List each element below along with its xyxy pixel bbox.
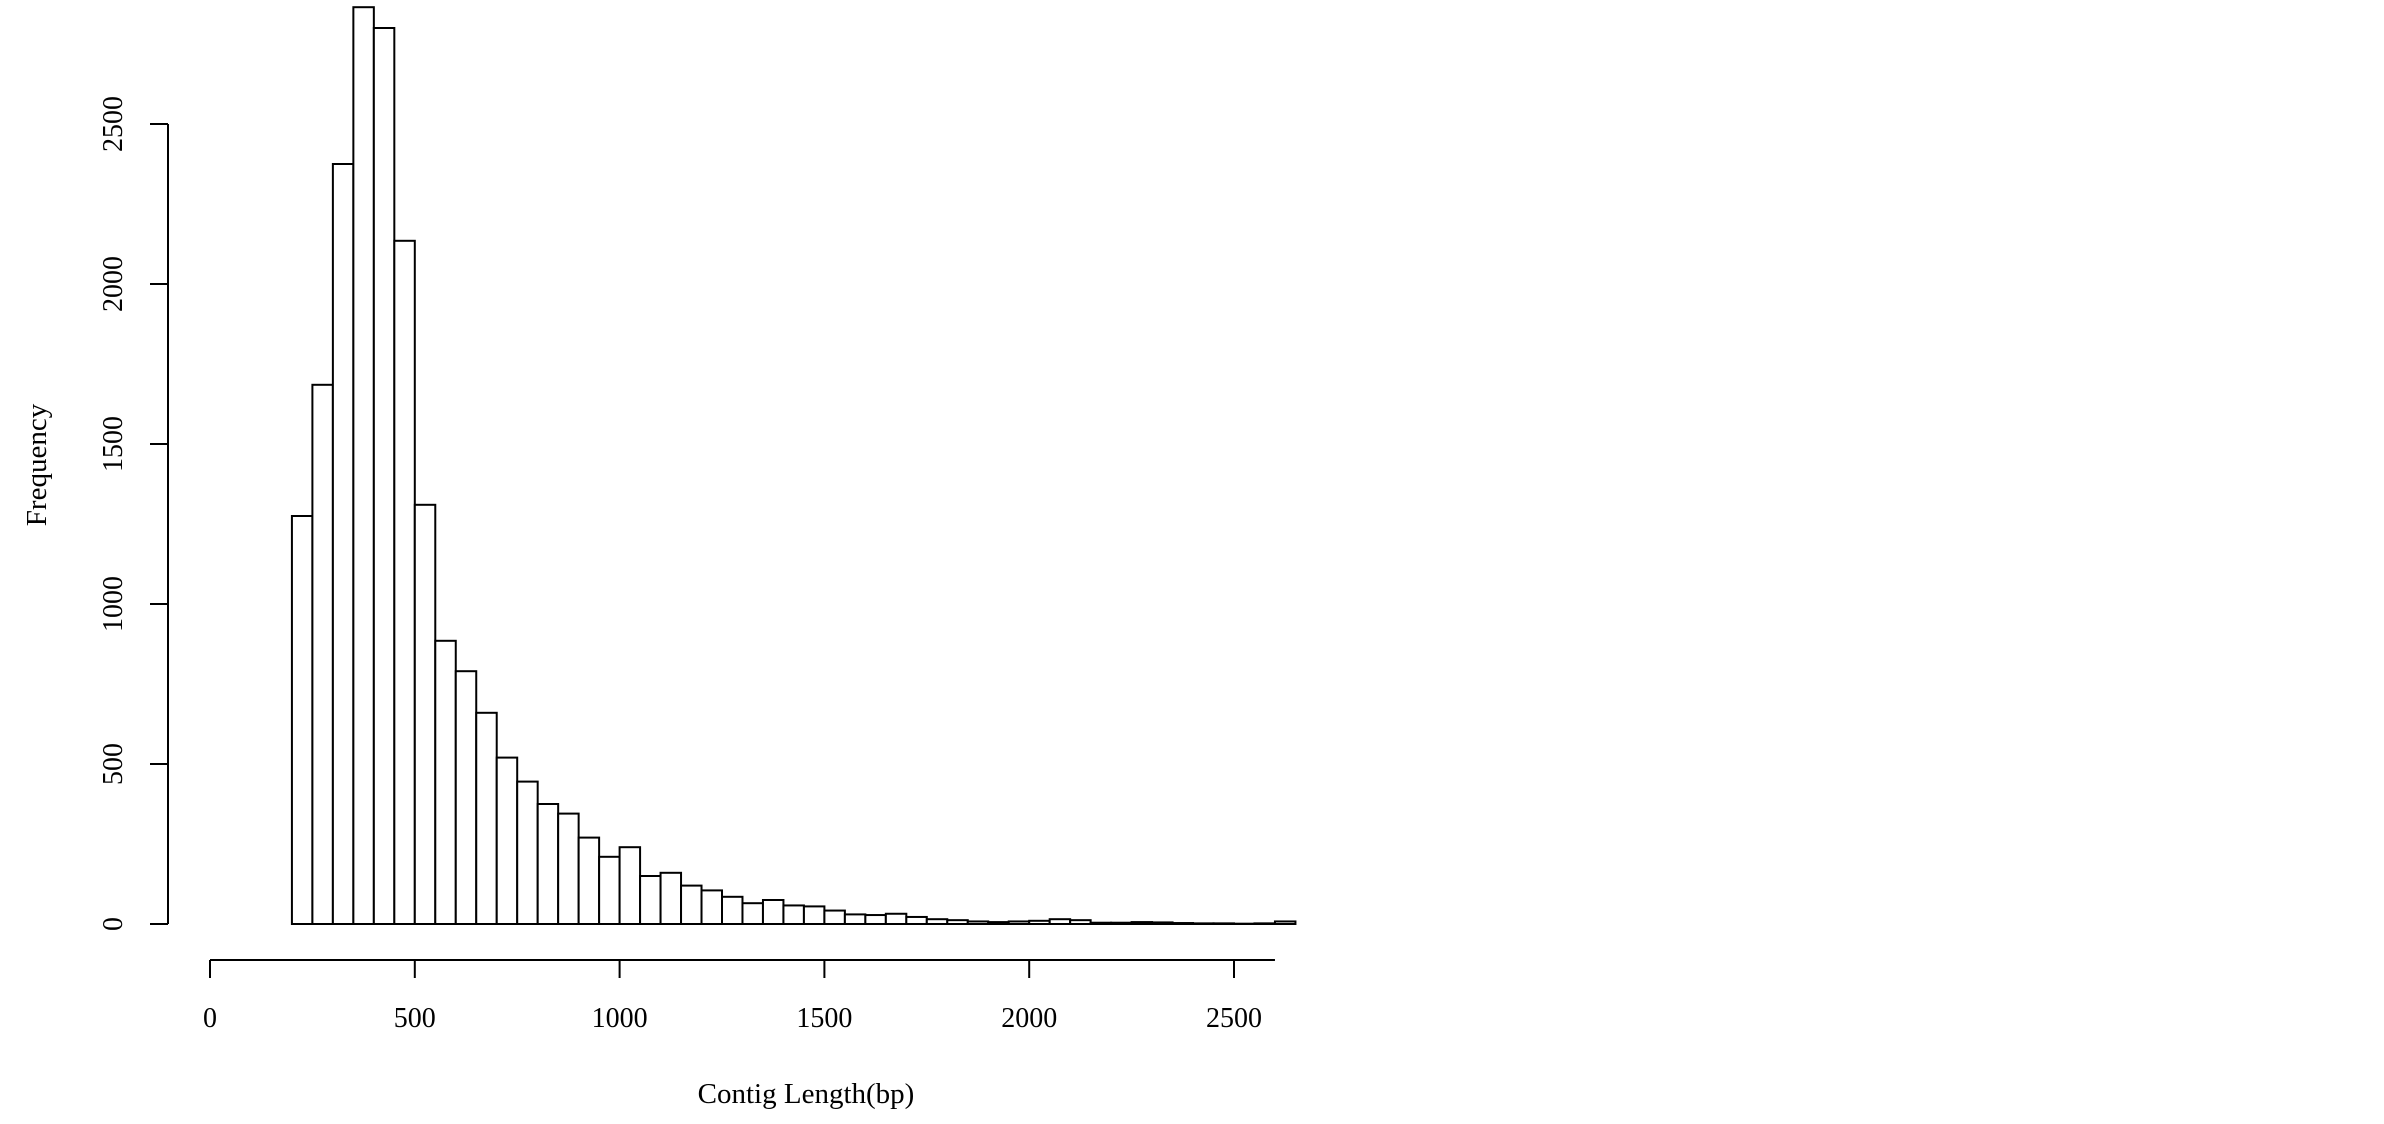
histogram-bar: [579, 838, 599, 924]
histogram-bar: [804, 906, 824, 924]
histogram-bar: [1029, 921, 1049, 924]
x-tick-label: 1500: [796, 1003, 852, 1034]
x-axis: 0 500 1000 1500 2000 2500: [203, 960, 1275, 1034]
histogram-bar: [1009, 921, 1029, 924]
histogram-bar: [435, 641, 455, 924]
histogram-bar: [1275, 921, 1295, 924]
histogram-bar: [865, 915, 885, 924]
histogram-bar: [1214, 923, 1234, 924]
histogram-bar: [783, 905, 803, 924]
y-tick-label: 1000: [98, 576, 129, 632]
histogram-bar: [374, 28, 394, 924]
histogram-bar: [722, 897, 742, 924]
histogram-bar: [558, 814, 578, 924]
y-tick-label: 1500: [98, 416, 129, 472]
histogram-bar: [906, 917, 926, 924]
histogram-bar: [927, 919, 947, 924]
histogram-bar: [681, 886, 701, 924]
histogram-bar: [415, 505, 435, 924]
y-axis: 0 500 1000 1500 2000 2500: [98, 96, 168, 931]
histogram-bar: [1111, 923, 1131, 924]
x-tick-label: 500: [394, 1003, 436, 1034]
histogram-bar: [517, 782, 537, 924]
histogram-bar: [1091, 923, 1111, 924]
histogram-bar: [1132, 922, 1152, 924]
histogram-bar: [292, 516, 312, 924]
y-tick-label: 2500: [98, 96, 129, 152]
x-tick-label: 2500: [1206, 1003, 1262, 1034]
histogram-bar: [312, 385, 332, 924]
histogram-bar: [497, 758, 517, 924]
histogram-bar: [1173, 923, 1193, 924]
histogram-bar: [1152, 922, 1172, 924]
x-tick-label: 1000: [592, 1003, 648, 1034]
histogram-bar: [456, 671, 476, 924]
x-axis-title: Contig Length(bp): [698, 1078, 915, 1110]
histogram-bar: [845, 914, 865, 924]
x-tick-label: 0: [203, 1003, 217, 1034]
histogram-bar: [1050, 919, 1070, 924]
histogram-bar: [1254, 923, 1274, 924]
histogram-bar: [988, 922, 1008, 924]
histogram-bar: [476, 713, 496, 924]
histogram-bar: [968, 921, 988, 924]
y-tick-label: 2000: [98, 256, 129, 312]
histogram-bar: [886, 914, 906, 924]
histogram-bar: [947, 920, 967, 924]
histogram-bar: [394, 241, 414, 924]
bars-group: [292, 7, 1296, 924]
histogram-bar: [661, 873, 681, 924]
histogram-bar: [1070, 920, 1090, 924]
y-axis-title: Frequency: [21, 403, 53, 526]
histogram-bar: [1193, 923, 1213, 924]
histogram-bar: [538, 804, 558, 924]
y-tick-label: 0: [98, 917, 129, 931]
histogram-bar: [702, 890, 722, 924]
y-tick-label: 500: [98, 743, 129, 785]
histogram-bar: [640, 876, 660, 924]
x-tick-label: 2000: [1001, 1003, 1057, 1034]
histogram-bar: [333, 164, 353, 924]
histogram-bar: [353, 7, 373, 924]
histogram-bar: [763, 900, 783, 924]
histogram-bar: [620, 847, 640, 924]
histogram-bar: [742, 903, 762, 924]
histogram-bar: [599, 857, 619, 924]
histogram-bar: [824, 911, 844, 924]
